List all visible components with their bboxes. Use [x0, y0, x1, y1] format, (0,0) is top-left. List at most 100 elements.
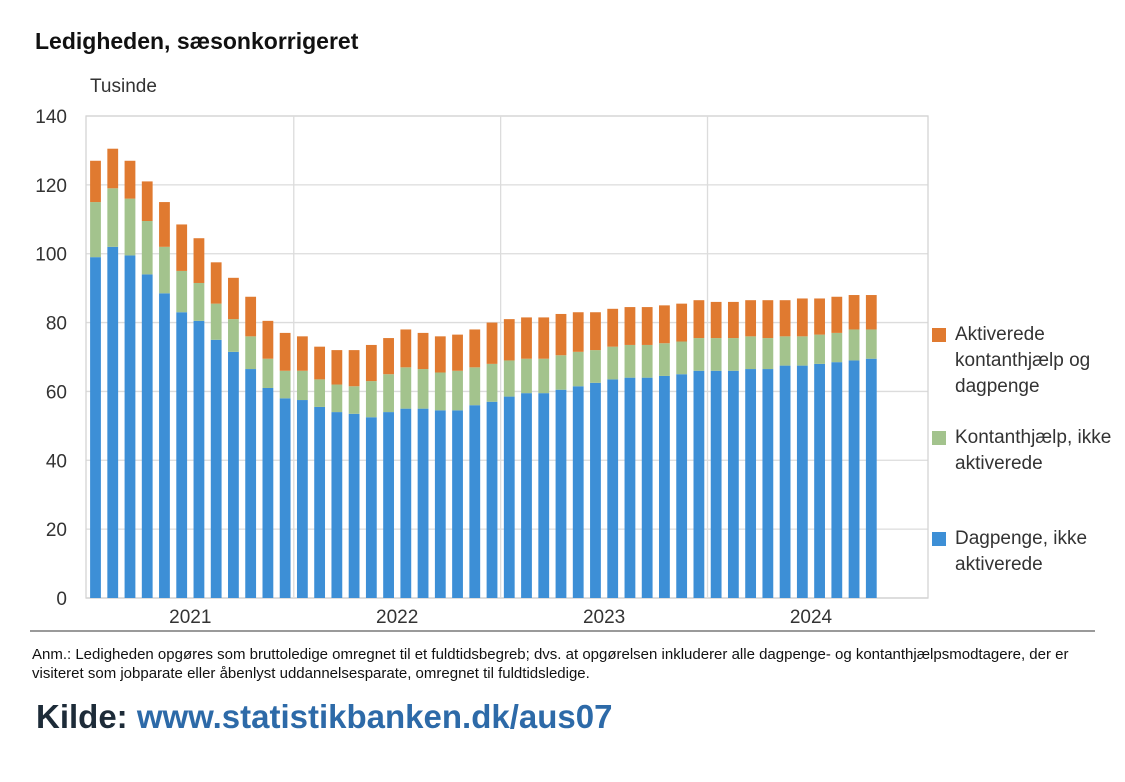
bar-segment-aktiverede	[796, 298, 808, 337]
bar-segment-kontanthjaelp	[538, 358, 550, 394]
bar-segment-dagpenge	[348, 413, 360, 598]
bar-segment-aktiverede	[624, 307, 636, 345]
bar-segment-dagpenge	[762, 369, 774, 598]
x-tick-label: 2024	[790, 607, 833, 628]
y-axis-unit-label: Tusinde	[90, 76, 157, 97]
bar-segment-dagpenge	[210, 339, 222, 598]
bar-segment-dagpenge	[141, 274, 153, 598]
bar-segment-dagpenge	[693, 370, 705, 598]
footnote: Anm.: Ledigheden opgøres som bruttoledig…	[32, 646, 1069, 682]
legend-label-aktiverede: Aktiverede kontanthjælp og dagpenge	[955, 324, 1091, 397]
bar-segment-kontanthjaelp	[607, 346, 619, 380]
bar-segment-aktiverede	[572, 312, 584, 352]
y-tick-label: 140	[35, 107, 67, 128]
bar-segment-dagpenge	[607, 379, 619, 598]
bar-segment-dagpenge	[176, 312, 188, 598]
bar-segment-aktiverede	[865, 295, 877, 330]
bar-segment-kontanthjaelp	[641, 344, 653, 378]
bar-segment-aktiverede	[745, 300, 757, 337]
bar-segment-kontanthjaelp	[710, 338, 722, 371]
bar-segment-kontanthjaelp	[469, 367, 481, 406]
bar-segment-aktiverede	[659, 305, 670, 344]
bar-segment-aktiverede	[434, 336, 446, 373]
bar-segment-aktiverede	[641, 307, 653, 345]
y-tick-label: 120	[35, 176, 67, 197]
note-divider	[30, 630, 1095, 632]
bar-segment-kontanthjaelp	[107, 188, 119, 247]
bar-segment-aktiverede	[193, 238, 205, 283]
bar-segment-kontanthjaelp	[848, 329, 860, 361]
bar-segment-aktiverede	[486, 322, 498, 364]
chart-title: Ledigheden, sæsonkorrigeret	[35, 28, 359, 54]
bar-segment-aktiverede	[521, 317, 532, 359]
bar-segment-dagpenge	[486, 401, 498, 598]
bar-segment-kontanthjaelp	[727, 338, 739, 371]
bar-segment-dagpenge	[159, 293, 170, 598]
bar-segment-aktiverede	[607, 308, 619, 347]
bar-segment-kontanthjaelp	[572, 351, 584, 387]
bar-segment-dagpenge	[452, 410, 463, 598]
bar-segment-dagpenge	[193, 320, 205, 598]
bar-segment-kontanthjaelp	[159, 246, 170, 294]
bar-segment-dagpenge	[417, 408, 429, 598]
bar-segment-dagpenge	[365, 417, 377, 598]
bar-segment-dagpenge	[90, 257, 101, 598]
bar-segment-aktiverede	[124, 160, 136, 199]
x-tick-label: 2022	[376, 607, 418, 628]
bar-segment-aktiverede	[365, 344, 377, 382]
bar-segment-kontanthjaelp	[348, 386, 360, 414]
source-link[interactable]: www.statistikbanken.dk/aus07	[136, 698, 613, 735]
bar-segment-aktiverede	[90, 160, 101, 203]
bar-segment-aktiverede	[779, 300, 791, 337]
bar-segment-dagpenge	[590, 382, 601, 598]
bar-segment-kontanthjaelp	[141, 221, 153, 275]
y-tick-label: 20	[46, 520, 67, 541]
bar-segment-kontanthjaelp	[417, 369, 429, 409]
bar-segment-dagpenge	[124, 255, 136, 598]
bar-segment-dagpenge	[521, 393, 532, 598]
bar-segment-dagpenge	[779, 365, 791, 598]
bar-segment-aktiverede	[141, 181, 153, 221]
bar-segment-dagpenge	[865, 358, 877, 598]
bar-segment-dagpenge	[107, 246, 119, 598]
bar-segment-dagpenge	[538, 393, 550, 598]
bar-segment-aktiverede	[314, 346, 326, 380]
bar-segment-aktiverede	[762, 300, 774, 339]
bar-segment-kontanthjaelp	[434, 372, 446, 411]
x-tick-label: 2021	[169, 607, 211, 628]
bar-segment-aktiverede	[693, 300, 705, 339]
bar-segment-dagpenge	[400, 408, 412, 598]
bar-segment-dagpenge	[676, 374, 688, 598]
bar-segment-kontanthjaelp	[383, 374, 394, 413]
bar-segment-aktiverede	[848, 295, 860, 330]
bar-segment-aktiverede	[590, 312, 601, 351]
source-line: Kilde: www.statistikbanken.dk/aus07	[36, 698, 612, 736]
bar-segment-aktiverede	[452, 334, 463, 371]
bar-segment-aktiverede	[210, 262, 222, 304]
bar-segment-kontanthjaelp	[762, 338, 774, 370]
bar-segment-aktiverede	[538, 317, 550, 359]
legend-swatch-kontanthjaelp	[932, 431, 946, 445]
bar-segment-dagpenge	[659, 375, 670, 598]
bar-segment-kontanthjaelp	[400, 367, 412, 409]
bar-segment-dagpenge	[641, 377, 653, 598]
bar-segment-kontanthjaelp	[262, 358, 274, 388]
bar-segment-aktiverede	[245, 296, 257, 337]
bar-segment-aktiverede	[417, 332, 429, 370]
bar-segment-aktiverede	[676, 303, 688, 342]
bar-segment-aktiverede	[469, 329, 481, 368]
bar-segment-kontanthjaelp	[314, 379, 326, 407]
bar-segment-kontanthjaelp	[624, 344, 636, 378]
legend-swatch-dagpenge	[932, 532, 946, 546]
bar-segment-dagpenge	[503, 396, 515, 598]
bar-segment-dagpenge	[228, 351, 239, 598]
legend-swatch-aktiverede	[932, 328, 946, 342]
bar-segment-kontanthjaelp	[124, 198, 136, 256]
bar-segment-dagpenge	[383, 412, 394, 598]
bar-segment-kontanthjaelp	[693, 338, 705, 371]
bar-segment-kontanthjaelp	[228, 319, 239, 352]
bar-segment-kontanthjaelp	[296, 370, 308, 401]
legend-label-dagpenge: Dagpenge, ikke aktiverede	[955, 528, 1088, 575]
bar-segment-dagpenge	[314, 406, 326, 598]
bar-segment-kontanthjaelp	[555, 355, 567, 390]
